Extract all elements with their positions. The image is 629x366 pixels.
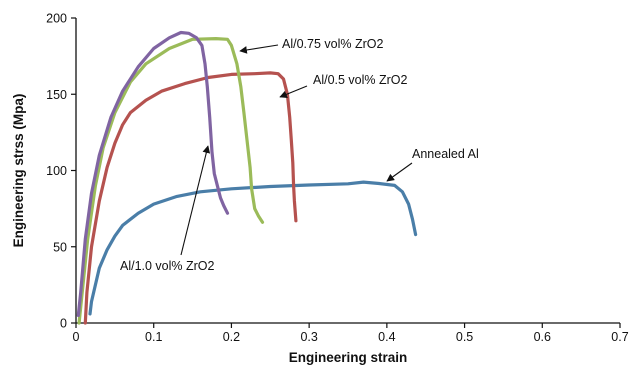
x-axis-title: Engineering strain (289, 350, 408, 365)
annotation-arrow-annealed-al (386, 162, 413, 182)
x-tick-label: 0.7 (611, 330, 628, 344)
series-layer (76, 30, 418, 325)
y-tick-label: 200 (46, 12, 67, 26)
series-line-annealed-al (88, 180, 418, 316)
x-tick-label: 0.4 (378, 330, 395, 344)
y-tick-label: 0 (60, 317, 67, 331)
x-tick-label: 0.1 (145, 330, 162, 344)
annotation-label-al-0-5-vol-zro2: Al/0.5 vol% ZrO2 (313, 73, 408, 87)
series-line-al-0-5-vol-zro2 (83, 71, 298, 325)
x-tick-label: 0.6 (534, 330, 551, 344)
x-tick-label: 0.5 (456, 330, 473, 344)
annotation-arrow-al-1-0-vol-zro2 (180, 145, 211, 256)
series-line-al-0-75-vol-zro2 (77, 37, 265, 325)
x-tick-label: 0.3 (300, 330, 317, 344)
y-tick-label: 100 (46, 164, 67, 178)
y-axis-title: Engineering strss (Mpa) (11, 94, 26, 248)
series-line-al-1-0-vol-zro2 (76, 30, 230, 317)
annotation-arrow-al-0-75-vol-zro2 (239, 44, 279, 54)
x-tick-label: 0.2 (223, 330, 240, 344)
y-tick-label: 50 (53, 240, 67, 254)
axes: 0 50 100 150 200 0 0.1 0.2 0.3 0.4 0.5 0.6 0.7 (46, 12, 629, 345)
annotation-label-al-1-0-vol-zro2: Al/1.0 vol% ZrO2 (120, 259, 215, 273)
annotation-arrow-al-0-5-vol-zro2 (279, 85, 308, 98)
y-tick-label: 150 (46, 88, 67, 102)
annotation-label-annealed-al: Annealed Al (412, 147, 479, 161)
annotation-layer: Al/0.75 vol% ZrO2 Al/0.5 vol% ZrO2 Anneale… (120, 37, 479, 273)
x-tick-label: 0 (73, 330, 80, 344)
annotation-label-al-0-75-vol-zro2: Al/0.75 vol% ZrO2 (282, 37, 383, 51)
